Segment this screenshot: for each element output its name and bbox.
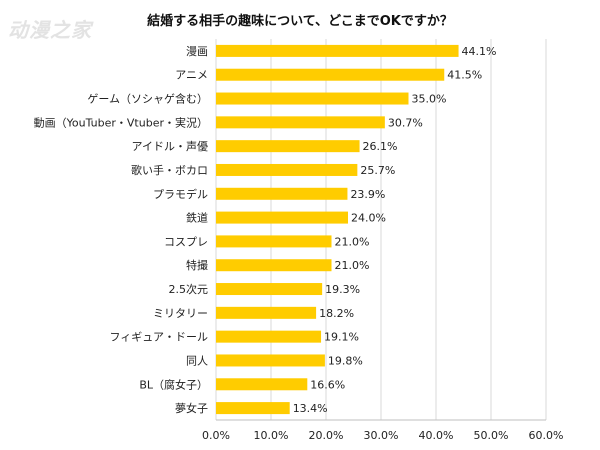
category-label: 動画（YouTuber・Vtuber・実況） bbox=[34, 115, 208, 129]
category-label: 漫画 bbox=[186, 44, 208, 58]
category-label: 歌い手・ボカロ bbox=[131, 163, 208, 177]
category-label: プラモデル bbox=[153, 187, 208, 201]
bar bbox=[216, 235, 332, 248]
category-label: 夢女子 bbox=[175, 401, 208, 415]
data-label: 19.1% bbox=[324, 331, 359, 344]
data-label: 30.7% bbox=[388, 116, 423, 129]
data-label: 23.9% bbox=[350, 188, 385, 201]
category-label: アニメ bbox=[175, 69, 208, 82]
bar bbox=[216, 259, 332, 272]
data-label: 19.8% bbox=[328, 354, 363, 367]
x-tick-label: 50.0% bbox=[474, 429, 509, 442]
category-label: フィギュア・ドール bbox=[109, 331, 208, 344]
bar bbox=[216, 140, 360, 153]
bar bbox=[216, 163, 358, 176]
x-tick-label: 20.0% bbox=[309, 429, 344, 442]
data-label: 25.7% bbox=[360, 164, 395, 177]
category-label: BL（腐女子） bbox=[139, 377, 208, 391]
bar bbox=[216, 92, 409, 105]
bar bbox=[216, 187, 348, 200]
bar bbox=[216, 116, 385, 129]
data-label: 18.2% bbox=[319, 307, 354, 320]
x-tick-label: 40.0% bbox=[419, 429, 454, 442]
category-label: 鉄道 bbox=[186, 211, 208, 225]
bar bbox=[216, 402, 290, 415]
data-label: 21.0% bbox=[335, 235, 370, 248]
bar bbox=[216, 211, 348, 224]
data-label: 21.0% bbox=[335, 259, 370, 272]
data-label: 44.1% bbox=[462, 45, 497, 58]
bar bbox=[216, 68, 445, 81]
data-label: 16.6% bbox=[310, 378, 345, 391]
category-label: ミリタリー bbox=[153, 307, 208, 320]
bar bbox=[216, 306, 317, 319]
bar bbox=[216, 283, 323, 296]
x-tick-label: 0.0% bbox=[202, 429, 230, 442]
x-tick-label: 60.0% bbox=[529, 429, 564, 442]
x-tick-label: 10.0% bbox=[254, 429, 289, 442]
category-label: 2.5次元 bbox=[169, 282, 209, 296]
category-label: アイドル・声優 bbox=[132, 139, 208, 153]
category-label: 同人 bbox=[186, 354, 208, 367]
chart-title: 結婚する相手の趣味について、どこまでOKですか？ bbox=[147, 14, 453, 29]
x-tick-label: 30.0% bbox=[364, 429, 399, 442]
data-label: 24.0% bbox=[351, 212, 386, 225]
bar bbox=[216, 378, 308, 391]
category-label: コスプレ bbox=[164, 235, 208, 248]
category-label: 特撮 bbox=[186, 258, 208, 272]
data-label: 26.1% bbox=[363, 140, 398, 153]
bar bbox=[216, 330, 322, 343]
bar bbox=[216, 44, 459, 57]
data-label: 35.0% bbox=[412, 93, 447, 106]
category-label: ゲーム（ソシャゲ含む） bbox=[87, 92, 208, 106]
watermark-logo: 动漫之家 bbox=[8, 18, 92, 42]
data-label: 19.3% bbox=[325, 283, 360, 296]
data-label: 13.4% bbox=[293, 402, 328, 415]
bar bbox=[216, 354, 325, 367]
data-label: 41.5% bbox=[447, 69, 482, 82]
